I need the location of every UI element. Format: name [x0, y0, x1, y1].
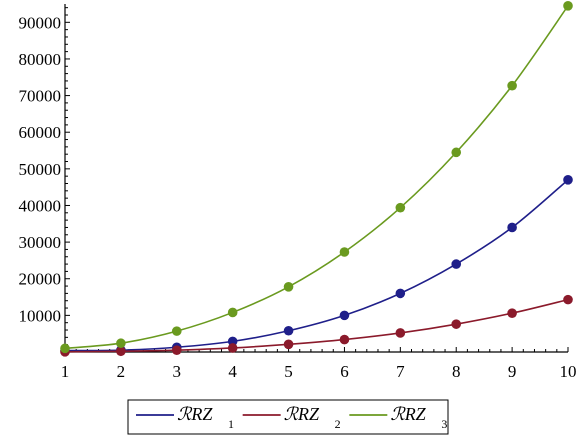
x-tick-label: 8: [452, 362, 461, 381]
x-tick-label: 7: [396, 362, 405, 381]
series-3-point: [339, 247, 350, 257]
legend-label: ℛRZ: [390, 404, 426, 424]
series-1-point: [451, 259, 462, 269]
x-tick-label: 9: [508, 362, 517, 381]
series-3-point: [395, 202, 406, 213]
y-tick-label: 90000: [19, 13, 62, 32]
series-1: [60, 175, 573, 356]
series-2-point: [563, 294, 573, 305]
legend-subscript: 3: [441, 417, 447, 431]
series-2-point: [171, 345, 182, 355]
series-1-point: [563, 175, 573, 185]
series-3: [60, 1, 573, 354]
x-tick-label: 5: [284, 362, 293, 381]
series-2-point: [339, 334, 350, 345]
series-3-point: [171, 326, 182, 336]
y-tick-label: 60000: [19, 123, 62, 142]
series-1-point: [395, 288, 406, 299]
legend-item-3: ℛRZ 3: [349, 404, 447, 431]
legend-subscript: 1: [228, 417, 234, 431]
x-tick-label: 1: [61, 362, 70, 381]
series-3-point: [563, 1, 573, 11]
series-3-point: [60, 343, 70, 354]
series-3-point: [507, 80, 517, 91]
x-tick-label: 4: [228, 362, 237, 381]
legend-subscript: 2: [335, 417, 341, 431]
series-2: [60, 294, 573, 357]
y-tick-label: 10000: [19, 306, 62, 325]
series-1-point: [283, 325, 294, 336]
y-tick-label: 80000: [19, 50, 62, 69]
legend-item-2: ℛRZ 2: [242, 404, 341, 431]
series-1-point: [339, 310, 350, 321]
series-2-line: [64, 298, 569, 353]
series-3-line: [64, 5, 569, 350]
legend: ℛRZ 1 ℛRZ 2 ℛRZ 3: [127, 399, 449, 435]
series-1-line: [64, 179, 569, 352]
y-tick-label: 50000: [19, 160, 62, 179]
x-tick-label: 2: [117, 362, 126, 381]
series-2-point: [451, 319, 462, 329]
x-tick-label: 10: [560, 362, 577, 381]
series-3-point: [283, 281, 294, 292]
series-1-point: [507, 222, 517, 233]
series-2-point: [283, 339, 294, 350]
legend-item-1: ℛRZ 1: [136, 404, 234, 431]
series-2-point: [116, 346, 126, 357]
series-2-point: [507, 308, 517, 318]
series-3-point: [227, 307, 238, 318]
legend-box: [127, 399, 449, 435]
series-3-point: [451, 147, 462, 158]
series-layer: [60, 1, 573, 357]
y-tick-label: 70000: [19, 87, 62, 106]
axes: 10000 20000 30000 40000 50000 60000 70000 80000…: [19, 4, 577, 381]
series-3-point: [116, 338, 126, 349]
y-tick-label: 30000: [19, 233, 62, 252]
legend-label: ℛRZ: [284, 404, 320, 424]
series-2-point: [395, 328, 406, 338]
y-tick-label: 40000: [19, 196, 62, 215]
y-tick-label: 20000: [19, 270, 62, 289]
series-1-point: [227, 336, 238, 347]
x-tick-label: 6: [340, 362, 349, 381]
legend-label: ℛRZ: [177, 404, 213, 424]
x-tick-label: 3: [173, 362, 182, 381]
series-2-point: [227, 343, 238, 353]
